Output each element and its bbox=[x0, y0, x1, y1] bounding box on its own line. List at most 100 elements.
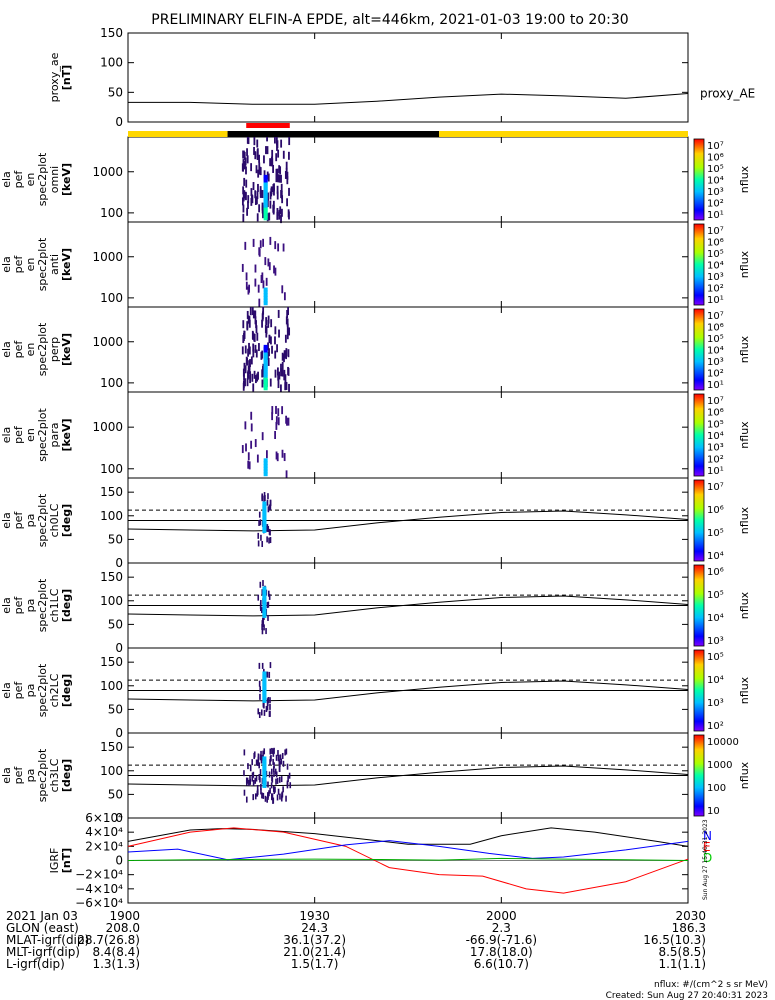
plot-title: PRELIMINARY ELFIN-A EPDE, alt=446km, 202… bbox=[151, 12, 628, 28]
spec-pixel bbox=[246, 148, 248, 157]
spec-pixel bbox=[241, 263, 244, 272]
pa-pixel bbox=[277, 755, 280, 762]
pa-pixel bbox=[249, 765, 252, 772]
pa-pixel bbox=[266, 499, 269, 506]
pa-pixel bbox=[252, 779, 255, 786]
spec-pixel bbox=[243, 161, 245, 170]
pa-pixel bbox=[276, 794, 279, 801]
pa-pixel bbox=[261, 792, 263, 799]
pa-pixel bbox=[267, 526, 270, 533]
pa-pixel bbox=[263, 709, 266, 716]
spec-pixel bbox=[253, 333, 256, 342]
y-axis-label-line: ch2LC bbox=[48, 673, 61, 707]
pa-pixel bbox=[258, 774, 261, 781]
pa-pixel bbox=[281, 752, 284, 759]
spec-hot-pixel bbox=[263, 466, 268, 471]
pa-pixel bbox=[267, 696, 270, 703]
igrf-legend-E: E bbox=[703, 840, 711, 854]
ephemeris-value: 24.3 bbox=[301, 921, 328, 935]
y-axis-label-line: pef bbox=[12, 596, 25, 615]
spec-pixel bbox=[270, 156, 273, 165]
spec-pixel bbox=[259, 167, 262, 176]
spec-pixel bbox=[266, 213, 269, 222]
pa-pixel bbox=[265, 628, 267, 635]
y-axis-label-line: pef bbox=[12, 340, 25, 359]
spec-pixel bbox=[252, 343, 255, 352]
y-axis-label-line: [nT] bbox=[60, 848, 73, 873]
spec-pixel bbox=[275, 416, 278, 425]
spec-pixel bbox=[249, 359, 251, 368]
spec-pixel bbox=[277, 380, 280, 389]
colorbar bbox=[693, 393, 705, 477]
colorbar-label: nflux bbox=[738, 676, 751, 704]
pa-pixel bbox=[267, 792, 269, 799]
spec-pixel bbox=[284, 374, 287, 383]
spec-pixel bbox=[262, 210, 264, 219]
spec-pixel bbox=[245, 281, 248, 290]
pa-pixel bbox=[267, 601, 270, 608]
spec-pixel bbox=[262, 306, 265, 315]
panel-frame bbox=[127, 221, 689, 308]
colorbar-tick-label: 10³ bbox=[707, 357, 724, 368]
y-axis-label-line: spec2plot bbox=[36, 408, 49, 462]
spec-pixel bbox=[248, 342, 250, 351]
y-axis-label-line: ela bbox=[0, 682, 13, 699]
loss-cone-curve bbox=[127, 765, 689, 787]
pa-pixel bbox=[263, 702, 265, 709]
pa-pixel bbox=[270, 782, 273, 789]
spec-pixel bbox=[258, 166, 261, 175]
spec-pixel bbox=[244, 378, 246, 387]
spec-pixel bbox=[277, 417, 280, 426]
spec-pixel bbox=[274, 267, 277, 276]
panel-spec-anti: 1001000elapefenspec2plotanti[keV]10⁷10⁶1… bbox=[0, 221, 751, 308]
spec-pixel bbox=[256, 332, 259, 341]
pa-pixel bbox=[261, 662, 264, 669]
spec-pixel bbox=[253, 137, 256, 146]
y-axis-label-line: pef bbox=[12, 255, 25, 274]
pa-pixel bbox=[287, 775, 289, 782]
y-tick-label: −4×10⁴ bbox=[75, 882, 123, 896]
pa-pixel bbox=[274, 768, 277, 775]
y-tick-label: 1000 bbox=[92, 250, 123, 264]
pa-pixel bbox=[257, 594, 260, 601]
pa-pixel bbox=[259, 519, 262, 526]
spec-pixel bbox=[266, 146, 269, 155]
colorbar-tick-label: 10³ bbox=[707, 636, 724, 647]
pa-pixel bbox=[278, 776, 281, 783]
y-axis-label: IGRF[nT] bbox=[48, 848, 73, 874]
pa-pixel bbox=[260, 750, 262, 757]
y-axis-label: elapefenspec2plotanti[keV] bbox=[0, 237, 73, 291]
spec-pixel bbox=[277, 309, 280, 318]
pa-pixel bbox=[267, 781, 269, 788]
pa-pixel bbox=[288, 772, 291, 779]
y-tick-label: 50 bbox=[108, 617, 123, 631]
spec-pixel bbox=[288, 137, 291, 146]
y-tick-label: 150 bbox=[100, 570, 123, 584]
spec-hot-pixel bbox=[263, 287, 268, 292]
spec-pixel bbox=[273, 183, 275, 192]
spec-pixel bbox=[258, 204, 261, 213]
spec-pixel bbox=[248, 360, 250, 369]
ephemeris-value: 1.1(1.1) bbox=[658, 957, 706, 971]
colorbar-label: nflux bbox=[738, 250, 751, 278]
spec-pixel bbox=[262, 280, 265, 289]
pa-pixel bbox=[272, 797, 275, 804]
spec-pixel bbox=[281, 352, 284, 361]
spec-pixel bbox=[269, 236, 272, 245]
spec-pixel bbox=[275, 174, 278, 183]
ephemeris-value: -66.9(-71.6) bbox=[466, 933, 537, 947]
spec-pixel bbox=[261, 319, 263, 328]
pa-pixel bbox=[269, 703, 271, 710]
ephemeris-value: 2030 bbox=[675, 909, 706, 923]
pa-pixel bbox=[258, 762, 260, 769]
colorbar-tick-label: 10⁴ bbox=[707, 176, 724, 187]
spec-pixel bbox=[256, 454, 259, 463]
pa-pixel bbox=[263, 624, 265, 631]
colorbar-tick-label: 10⁶ bbox=[707, 323, 724, 334]
spec-pixel bbox=[286, 198, 288, 207]
colorbar-tick-label: 10⁵ bbox=[707, 334, 724, 345]
spec-pixel bbox=[258, 248, 261, 257]
proxy-ae-line bbox=[128, 93, 689, 105]
spec-pixel bbox=[255, 165, 258, 174]
spec-pixel bbox=[274, 369, 277, 378]
